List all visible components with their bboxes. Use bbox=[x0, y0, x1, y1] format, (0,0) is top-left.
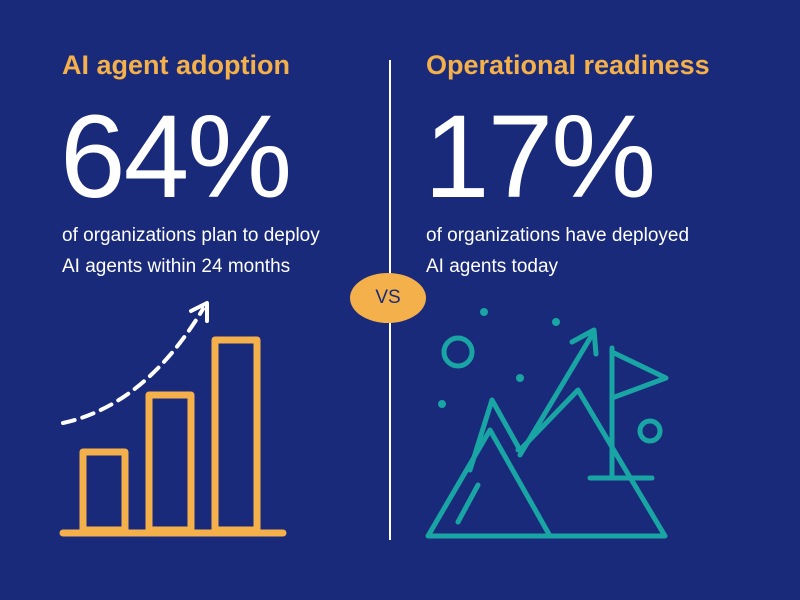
adoption-stat: 64% bbox=[60, 91, 292, 223]
right-panel: Operational readiness 17% of organizatio… bbox=[392, 0, 800, 600]
bar-tall-icon bbox=[211, 336, 261, 534]
growth-arrow-icon bbox=[517, 332, 595, 458]
adoption-description: of organizations plan to deploy AI agent… bbox=[62, 220, 320, 282]
mountain-back-icon bbox=[467, 387, 668, 539]
bar-short-icon bbox=[79, 448, 129, 534]
circle-small-icon bbox=[637, 418, 663, 444]
mountain-flag-icon bbox=[425, 308, 669, 539]
mountain-left-icon bbox=[425, 427, 553, 539]
adoption-heading: AI agent adoption bbox=[62, 50, 290, 80]
circle-large-icon bbox=[441, 335, 475, 369]
readiness-desc-line1: of organizations have deployed bbox=[426, 225, 690, 246]
vs-badge: VS bbox=[350, 273, 426, 323]
readiness-heading: Operational readiness bbox=[426, 50, 710, 80]
bar-chart-growth-icon bbox=[59, 301, 287, 537]
readiness-desc-line2: AI agents today bbox=[426, 256, 559, 277]
adoption-desc-line2: AI agents within 24 months bbox=[62, 256, 291, 277]
growth-arrow-icon bbox=[61, 307, 205, 425]
flag-icon bbox=[609, 349, 669, 401]
dots-icon bbox=[438, 308, 560, 408]
bar-medium-icon bbox=[145, 391, 195, 534]
readiness-description: of organizations have deployed AI agents… bbox=[426, 220, 689, 282]
adoption-desc-line1: of organizations plan to deploy bbox=[62, 225, 320, 246]
readiness-stat: 17% bbox=[424, 91, 656, 223]
left-panel: AI agent adoption 64% of organizations p… bbox=[0, 0, 390, 600]
